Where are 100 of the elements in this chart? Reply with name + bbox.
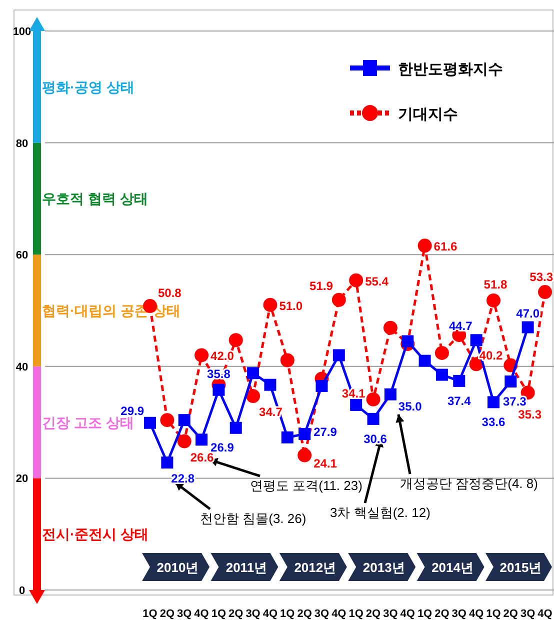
point bbox=[196, 434, 208, 446]
point bbox=[349, 273, 364, 288]
x-tick-label: 4Q bbox=[194, 608, 210, 620]
x-tick-label: 2Q bbox=[228, 608, 244, 620]
data-label: 44.7 bbox=[448, 319, 473, 334]
text: 평화·공영 상태 bbox=[42, 78, 135, 95]
x-tick-label: 4Q bbox=[538, 608, 553, 620]
point bbox=[470, 334, 482, 346]
data-label: 61.6 bbox=[434, 240, 458, 254]
x-tick-label: 2Q bbox=[434, 608, 450, 620]
x-tick-label: 3Q bbox=[520, 608, 536, 620]
data-label: 47.0 bbox=[516, 306, 540, 320]
data-label: 51.9 bbox=[310, 278, 334, 293]
data-label: 53.3 bbox=[530, 270, 554, 284]
x-tick-label: 1Q bbox=[211, 608, 226, 620]
x-tick-label: 4Q bbox=[262, 608, 278, 620]
data-label: 30.6 bbox=[364, 432, 388, 446]
point bbox=[504, 375, 517, 388]
x-tick-label: 3Q bbox=[314, 608, 330, 620]
data-label: 51.8 bbox=[484, 277, 508, 292]
y-tick-label: 20 bbox=[16, 473, 28, 486]
point bbox=[281, 431, 294, 444]
annotation: 3차 핵실험(2. 12) bbox=[330, 505, 430, 520]
y-tick-label: 80 bbox=[16, 138, 28, 150]
annotation: 2015년 bbox=[500, 560, 542, 575]
data-label: 26.6 bbox=[190, 450, 214, 464]
point bbox=[194, 348, 209, 362]
point bbox=[332, 349, 345, 362]
data-label: 35.3 bbox=[518, 408, 542, 422]
annotation: 2011년 bbox=[226, 560, 268, 575]
x-tick-label: 4Q bbox=[400, 608, 416, 620]
point bbox=[418, 238, 432, 253]
x-tick-label: 2Q bbox=[366, 608, 382, 620]
annotation: 2014년 bbox=[432, 560, 474, 575]
x-tick-label: 3Q bbox=[383, 608, 398, 620]
point bbox=[144, 416, 156, 429]
data-label: 42.0 bbox=[210, 349, 234, 364]
annotation: 천안함 침몰(3. 26) bbox=[200, 511, 306, 526]
annotation: 우호적 협력 상태 bbox=[42, 190, 148, 207]
data-label: 27.9 bbox=[314, 425, 338, 440]
point bbox=[178, 414, 190, 426]
y-tick-label: 100 bbox=[12, 26, 32, 38]
point bbox=[228, 333, 243, 348]
point bbox=[230, 422, 242, 434]
data-label: 55.4 bbox=[365, 274, 389, 288]
point bbox=[316, 380, 328, 392]
annotation: 전시·준전시 상태 bbox=[42, 526, 149, 542]
point bbox=[367, 412, 380, 425]
legend-label: 기대지수 bbox=[398, 106, 458, 123]
point bbox=[177, 434, 192, 448]
data-label: 51.0 bbox=[279, 298, 303, 313]
point bbox=[402, 335, 414, 348]
x-tick-label: 1Q bbox=[348, 608, 364, 620]
point bbox=[264, 378, 276, 391]
annotation: 2013년 bbox=[362, 560, 405, 575]
y-tick-label: 60 bbox=[16, 250, 28, 262]
point bbox=[522, 321, 534, 334]
x-tick-label: 1Q bbox=[417, 608, 433, 620]
x-tick-label: 2Q bbox=[297, 608, 312, 620]
x-tick-label: 1Q bbox=[142, 608, 158, 620]
point bbox=[487, 396, 500, 408]
y-tick-label: 0 bbox=[18, 585, 26, 597]
point bbox=[486, 293, 500, 308]
data-label: 35.0 bbox=[398, 399, 422, 414]
y-tick-label: 40 bbox=[16, 361, 28, 374]
point bbox=[161, 456, 174, 469]
point bbox=[298, 428, 311, 440]
annotation: 개성공단 잠정중단(4. 8) bbox=[400, 476, 538, 491]
data-label: 50.8 bbox=[158, 286, 182, 300]
x-tick-label: 3Q bbox=[177, 608, 192, 620]
x-tick-label: 3Q bbox=[452, 608, 467, 620]
point bbox=[160, 413, 174, 428]
x-tick-label: 4Q bbox=[468, 608, 484, 620]
point bbox=[298, 448, 312, 462]
x-tick-label: 1Q bbox=[486, 608, 502, 620]
data-label: 37.3 bbox=[502, 394, 527, 408]
x-tick-label: 3Q bbox=[246, 608, 261, 620]
annotation: 2010년 bbox=[156, 560, 199, 575]
x-tick-label: 4Q bbox=[332, 608, 347, 620]
data-label: 37.4 bbox=[447, 394, 472, 408]
point bbox=[350, 398, 362, 411]
point bbox=[263, 298, 278, 312]
point bbox=[383, 320, 398, 335]
point bbox=[246, 389, 260, 404]
point bbox=[436, 368, 448, 381]
data-label: 24.1 bbox=[314, 456, 338, 470]
annotation: 2012년 bbox=[294, 560, 336, 575]
point bbox=[247, 367, 260, 380]
legend-label: 한반도평화지수 bbox=[398, 61, 503, 78]
data-label: 22.8 bbox=[171, 472, 195, 486]
data-label: 33.6 bbox=[482, 415, 506, 430]
point bbox=[418, 354, 431, 367]
point bbox=[384, 388, 396, 400]
point bbox=[453, 374, 466, 387]
point bbox=[212, 384, 225, 396]
x-tick-label: 1Q bbox=[280, 608, 296, 620]
x-tick-label: 2Q bbox=[160, 608, 175, 620]
point bbox=[434, 346, 449, 360]
point bbox=[366, 392, 380, 406]
point bbox=[538, 285, 552, 300]
